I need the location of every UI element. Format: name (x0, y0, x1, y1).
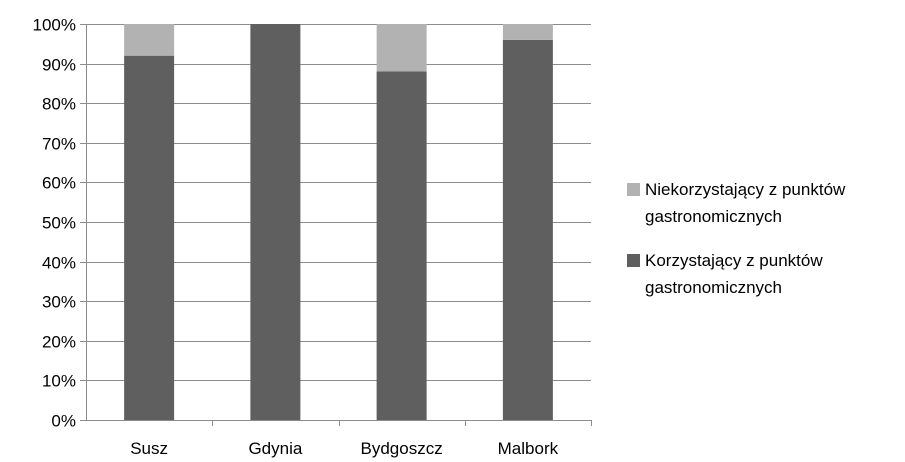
x-category-label: Susz (130, 439, 168, 458)
y-tick-label: 90% (42, 56, 76, 75)
bar-segment (502, 39, 553, 421)
y-tick-label: 50% (42, 214, 76, 233)
y-tick-label: 0% (51, 412, 76, 431)
bars (124, 24, 553, 421)
axes: 0% 10% 20% 30% 40% 50% 60% 70% 80% 90% 100% Susz Gdy… (33, 16, 592, 458)
legend-swatch (627, 254, 640, 267)
bar-segment (502, 24, 553, 40)
x-category-label: Gdynia (248, 439, 302, 458)
legend-label: Korzystający z punktów (645, 251, 823, 270)
legend: Niekorzystający z punktów gastronomicznyc… (627, 180, 846, 297)
bar-segment (124, 55, 175, 421)
y-tick-label: 60% (42, 174, 76, 193)
legend-label: Niekorzystający z punktów (645, 180, 846, 199)
y-tick-label: 80% (42, 95, 76, 114)
legend-swatch (627, 183, 640, 196)
legend-label: gastronomicznych (645, 207, 782, 226)
bar-segment (124, 24, 175, 56)
bar-segment (376, 71, 427, 421)
bar-segment (376, 24, 427, 72)
y-tick-label: 40% (42, 254, 76, 273)
y-tick-label: 10% (42, 372, 76, 391)
bar-segment (250, 24, 301, 420)
x-category-label: Bydgoszcz (361, 439, 443, 458)
y-tick-label: 20% (42, 333, 76, 352)
y-tick-label: 100% (33, 16, 76, 35)
y-tick-label: 30% (42, 293, 76, 312)
y-tick-label: 70% (42, 135, 76, 154)
x-category-label: Malbork (498, 439, 559, 458)
legend-label: gastronomicznych (645, 278, 782, 297)
